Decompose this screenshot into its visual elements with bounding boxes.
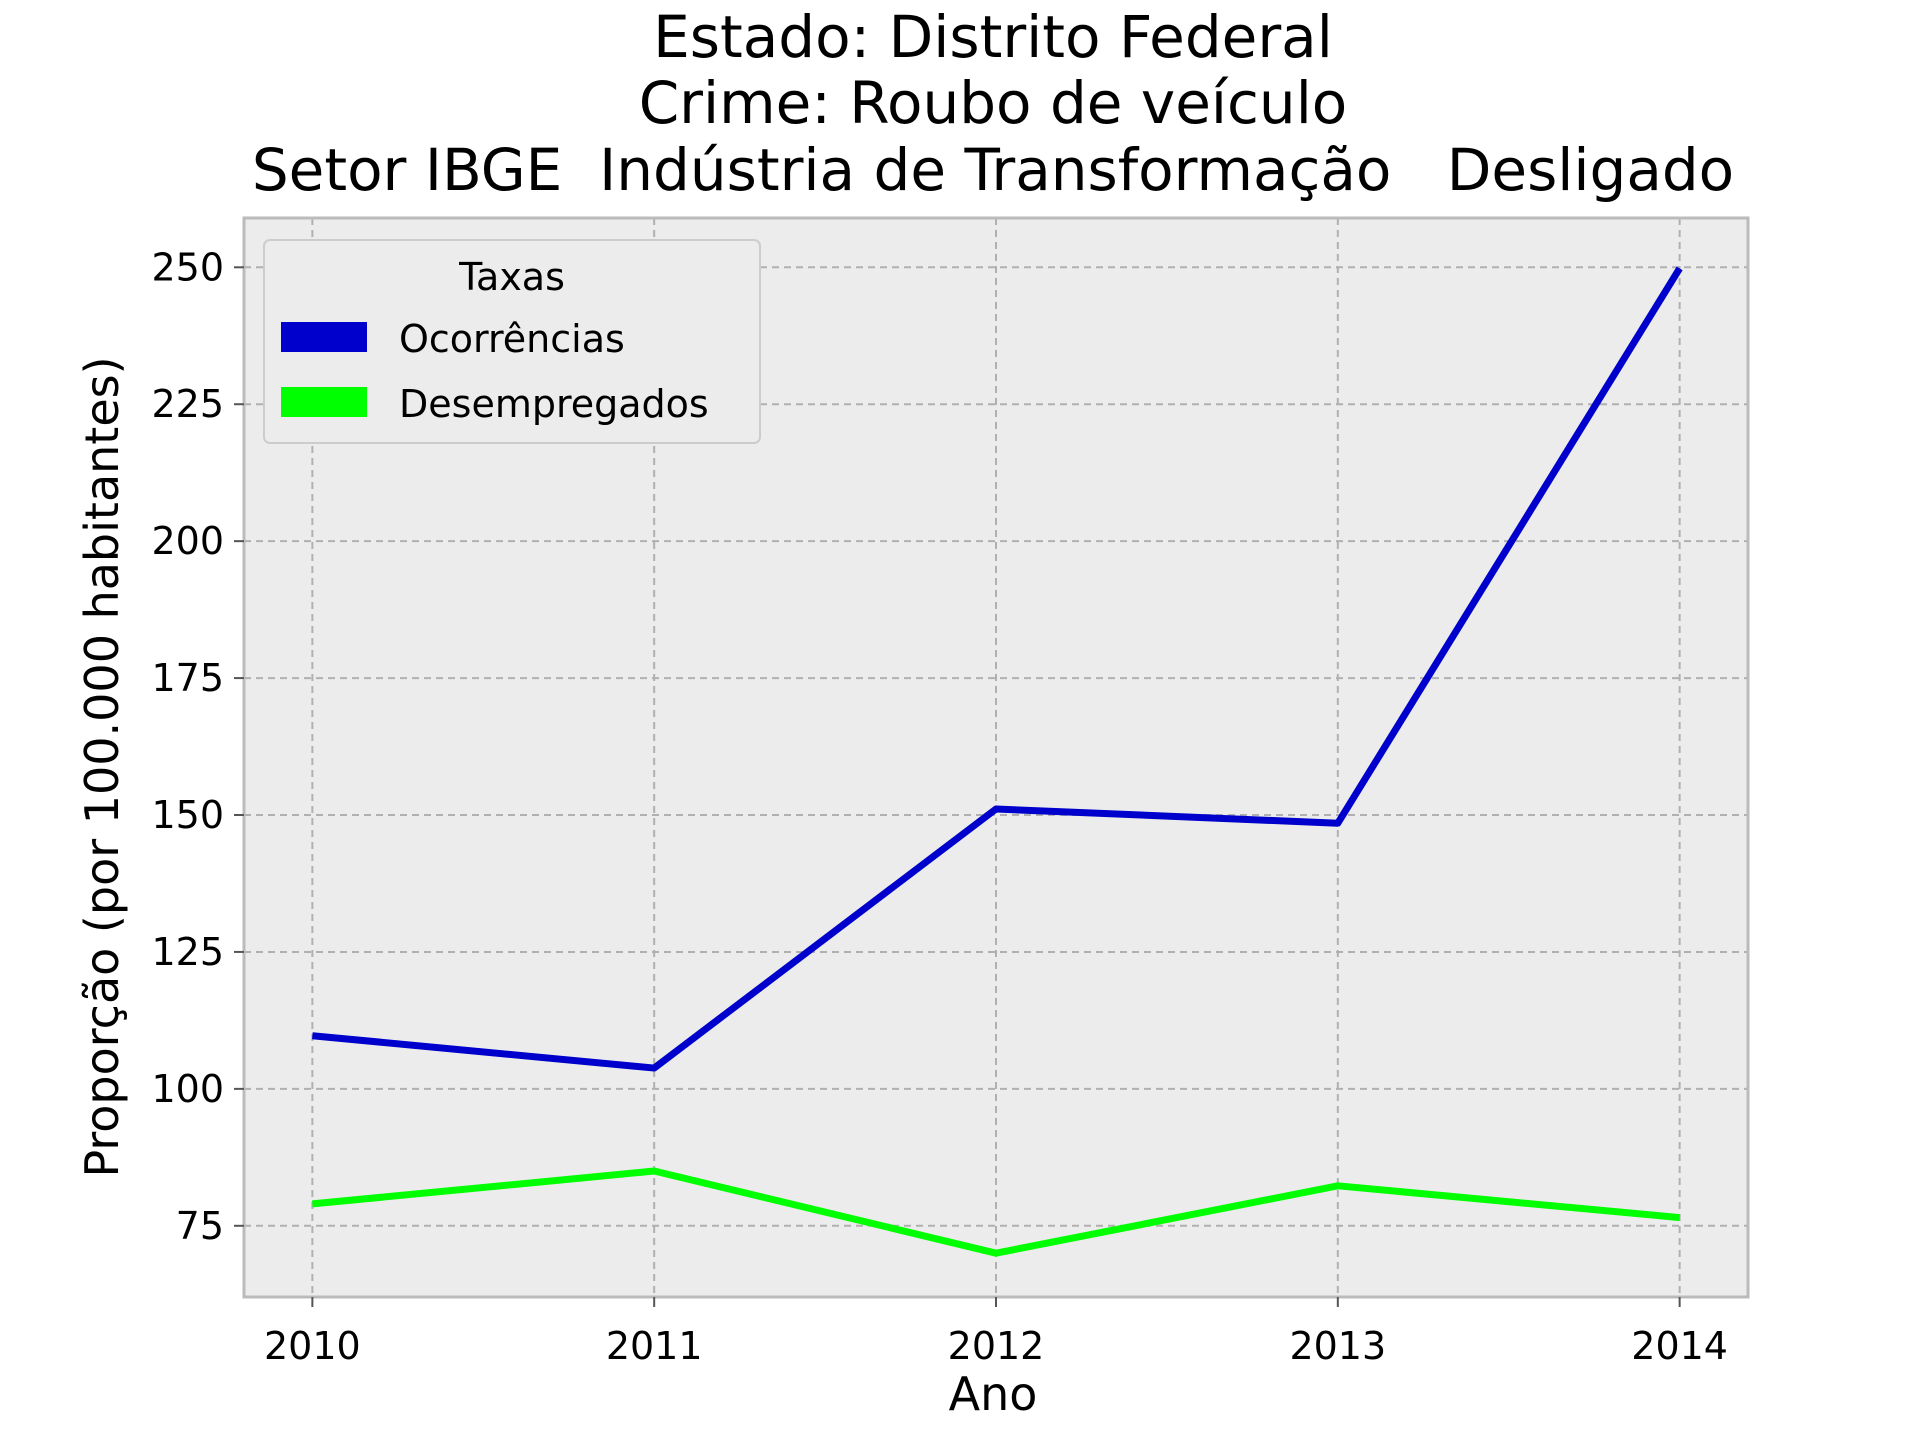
legend-label-ocorrencias: Ocorrências xyxy=(399,317,625,361)
x-axis-label: Ano xyxy=(949,1367,1038,1421)
title-line-3: Setor IBGE Indústria de Transformação De… xyxy=(252,136,1734,204)
legend-box xyxy=(263,239,761,444)
legend-label-desempregados: Desempregados xyxy=(399,382,709,426)
title-line-1: Estado: Distrito Federal xyxy=(653,3,1333,71)
legend-title: Taxas xyxy=(458,255,565,299)
y-tick-label: 125 xyxy=(151,930,224,974)
y-tick-label: 250 xyxy=(151,245,224,289)
y-tick-label: 200 xyxy=(151,519,224,563)
x-tick-label: 2012 xyxy=(948,1324,1045,1368)
x-tick-label: 2011 xyxy=(606,1324,703,1368)
axis-ticks: 2010 2011 2012 2013 2014 75 100 125 150 175 200 225… xyxy=(151,245,1728,1368)
y-axis-label: Proporção (por 100.000 habitantes) xyxy=(75,356,129,1177)
legend-swatch-ocorrencias xyxy=(281,322,367,352)
x-tick-label: 2013 xyxy=(1289,1324,1386,1368)
y-tick-label: 75 xyxy=(176,1204,224,1248)
y-tick-label: 150 xyxy=(151,793,224,837)
y-tick-label: 175 xyxy=(151,656,224,700)
grid xyxy=(244,218,1748,1297)
x-tick-label: 2010 xyxy=(264,1324,361,1368)
y-tick-label: 225 xyxy=(151,382,224,426)
x-tick-label: 2014 xyxy=(1631,1324,1728,1368)
legend-swatch-desempregados xyxy=(281,387,367,417)
chart-title: Estado: Distrito Federal Crime: Roubo de… xyxy=(252,3,1734,204)
title-line-2: Crime: Roubo de veículo xyxy=(639,69,1348,137)
y-tick-label: 100 xyxy=(151,1067,224,1111)
series-lines xyxy=(312,266,1683,1257)
legend: Taxas Ocorrências Desempregados xyxy=(263,239,761,444)
